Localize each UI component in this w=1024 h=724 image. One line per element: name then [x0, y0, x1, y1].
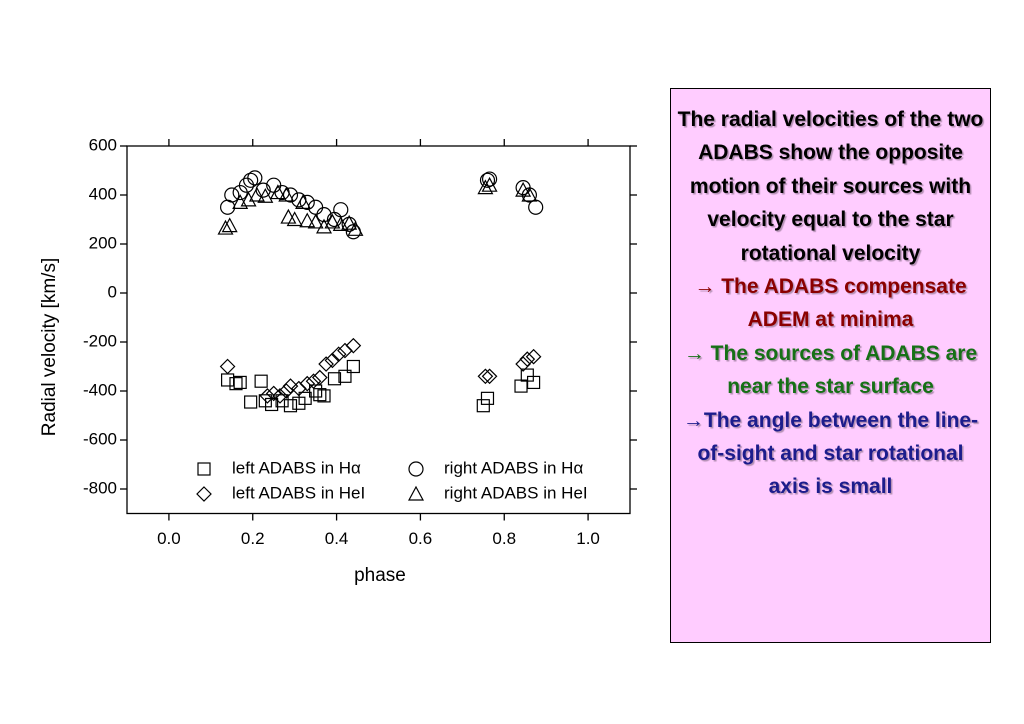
triangle-marker	[269, 184, 286, 200]
circle-marker	[243, 172, 259, 188]
square-marker	[244, 395, 258, 409]
square-marker	[283, 399, 298, 413]
circle-marker	[308, 199, 324, 215]
y-tick-label: 200	[89, 233, 117, 252]
diamond-marker	[282, 378, 299, 394]
triangle-marker	[324, 213, 341, 229]
square-marker	[317, 389, 331, 403]
circle-marker	[224, 187, 240, 203]
diamond-marker	[299, 375, 316, 392]
legend-marker	[197, 462, 211, 476]
text-box: The radial velocities of the two ADABS s…	[670, 88, 991, 643]
triangle-marker	[221, 217, 238, 233]
triangle-marker	[307, 213, 324, 229]
diamond-marker	[324, 352, 341, 369]
diamond-marker	[481, 368, 498, 385]
triangle-marker	[217, 219, 234, 235]
square-marker	[526, 375, 541, 390]
legend-marker	[408, 461, 424, 477]
circle-marker	[291, 192, 307, 208]
circle-marker	[316, 207, 332, 223]
y-tick-label: 600	[89, 135, 117, 154]
circle-marker	[247, 170, 263, 186]
circle-marker	[528, 199, 544, 215]
y-tick-label: -400	[83, 380, 117, 399]
triangle-marker	[257, 187, 274, 203]
triangle-marker	[477, 179, 494, 195]
diamond-marker	[525, 348, 542, 365]
triangle-marker	[481, 176, 498, 192]
circle-marker	[479, 172, 496, 188]
triangle-marker	[240, 191, 257, 207]
diamond-marker	[318, 356, 334, 372]
triangle-marker	[316, 218, 333, 234]
x-tick-label: 0.0	[157, 529, 181, 548]
square-marker	[298, 391, 312, 405]
y-tick-label: -200	[83, 331, 117, 350]
triangle-marker	[280, 208, 297, 224]
triangle-marker	[278, 186, 295, 202]
y-tick-label: -600	[83, 429, 117, 448]
square-marker	[514, 379, 528, 393]
legend-marker	[407, 485, 425, 501]
square-marker	[254, 374, 268, 388]
x-tick-label: 0.8	[492, 529, 516, 548]
square-marker	[346, 359, 360, 374]
legend-label: left ADABS in HeI	[232, 483, 365, 502]
diamond-marker	[278, 383, 295, 399]
text-paragraph: → The ADABS compensate ADEM at minima	[694, 275, 967, 332]
square-marker	[309, 384, 323, 398]
triangle-marker	[286, 211, 303, 227]
x-tick-label: 0.2	[241, 529, 265, 548]
text-paragraph: The radial velocities of the two ADABS s…	[677, 108, 984, 265]
text-paragraph: →The angle between the line-of-sight and…	[682, 408, 979, 499]
circle-marker	[333, 202, 349, 218]
circle-marker	[481, 171, 498, 187]
square-marker	[338, 369, 352, 383]
square-marker	[275, 394, 289, 408]
square-marker	[480, 391, 495, 405]
triangle-marker	[248, 186, 265, 202]
triangle-marker	[341, 214, 358, 230]
diamond-marker	[305, 373, 322, 390]
triangle-marker	[295, 194, 312, 209]
square-marker	[229, 377, 243, 391]
diamond-marker	[311, 369, 328, 386]
text-paragraph: → The sources of ADABS are near the star…	[683, 341, 978, 399]
x-tick-label: 0.6	[409, 529, 433, 548]
y-tick-label: 0	[108, 282, 117, 301]
x-tick-label: 0.4	[325, 529, 349, 548]
triangle-marker	[347, 221, 364, 236]
plot-frame	[126, 145, 631, 515]
square-marker	[476, 399, 490, 413]
diamond-marker	[272, 388, 288, 404]
triangle-marker	[299, 212, 316, 228]
square-marker	[233, 375, 247, 390]
legend-label: left ADABS in Hα	[232, 458, 361, 477]
diamond-marker	[219, 358, 236, 375]
square-marker	[221, 373, 235, 387]
square-marker	[313, 388, 327, 402]
diamond-marker	[477, 368, 494, 385]
legend-label: right ADABS in HeI	[444, 483, 588, 502]
x-tick-label: 1.0	[576, 529, 600, 548]
x-axis-label: phase	[354, 565, 406, 586]
diamond-marker	[330, 346, 347, 363]
y-tick-label: 400	[89, 184, 117, 203]
triangle-marker	[521, 186, 538, 202]
square-marker	[327, 372, 342, 386]
triangle-marker	[332, 216, 349, 231]
legend-marker	[196, 486, 212, 502]
circle-marker	[299, 194, 315, 210]
diamond-marker	[515, 356, 531, 372]
legend-label: right ADABS in Hα	[444, 458, 583, 477]
diamond-marker	[519, 351, 536, 367]
y-tick-label: -800	[83, 478, 117, 497]
y-axis-label: Radial velocity [km/s]	[39, 258, 60, 436]
diamond-marker	[259, 388, 276, 404]
diamond-marker	[345, 337, 362, 354]
triangle-marker	[515, 181, 532, 197]
